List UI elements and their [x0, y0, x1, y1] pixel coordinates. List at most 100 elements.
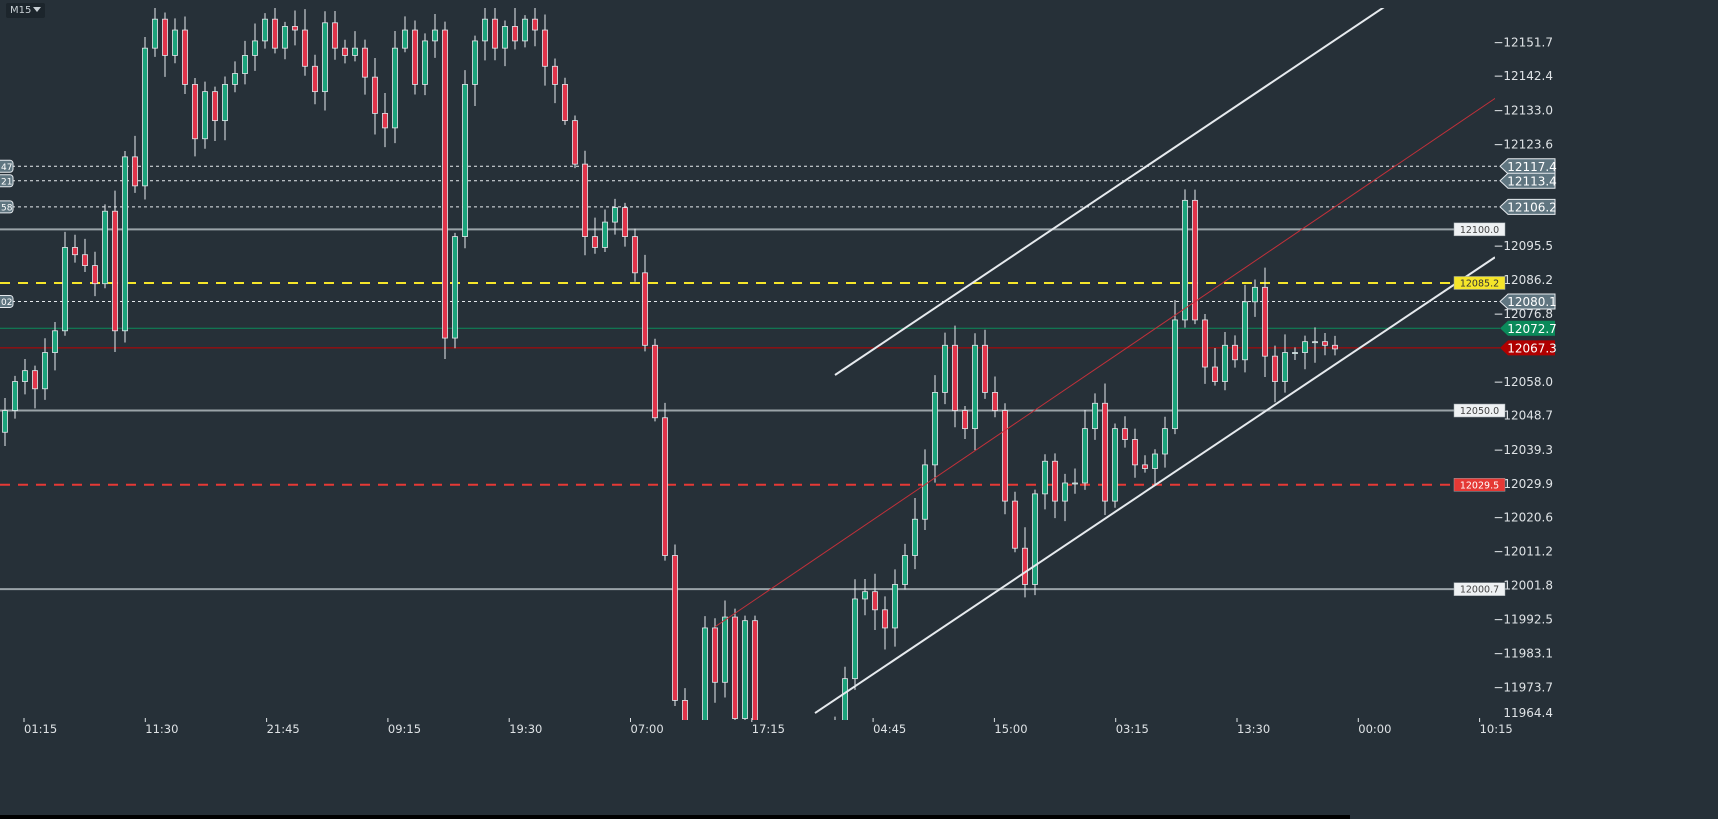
level-box-label: 12000.7 — [1460, 585, 1499, 596]
price-tick-label: −12142.4 — [1493, 69, 1553, 83]
candle-body — [842, 678, 848, 720]
candle-body — [852, 598, 858, 680]
candle-body — [432, 29, 438, 42]
level-box — [1453, 478, 1506, 492]
price-tick-label: −12001.8 — [1493, 579, 1553, 593]
candle-body — [282, 26, 288, 49]
candle-body — [52, 330, 58, 353]
candle-body — [602, 221, 608, 248]
time-tick-label: 04:45 — [873, 722, 906, 736]
candle-body — [592, 236, 598, 248]
candle-body — [1222, 344, 1228, 382]
candle-body — [232, 73, 238, 85]
candle-body — [322, 22, 328, 93]
candle-body — [1182, 199, 1188, 321]
candle-body — [502, 26, 508, 49]
candle-body — [1122, 428, 1128, 440]
price-tag-arrow — [1500, 320, 1555, 336]
price-tag-label: 12072.7 — [1507, 322, 1557, 336]
candles — [2, 8, 1338, 791]
candle-body — [1242, 301, 1248, 361]
candle-body — [632, 236, 638, 274]
time-tick-label: 21:45 — [267, 722, 300, 736]
candle-body — [392, 47, 398, 129]
candle-body — [582, 163, 588, 237]
candle-body — [742, 620, 748, 719]
time-tick-label: 15:00 — [994, 722, 1027, 736]
candle-body — [1102, 402, 1108, 502]
candle-body — [1262, 286, 1268, 357]
candle-body — [212, 91, 218, 122]
candle-body — [932, 392, 938, 466]
time-tick-label: 01:15 — [24, 722, 57, 736]
price-tag-arrow — [1499, 293, 1556, 310]
candle-body — [892, 584, 898, 629]
price-tag-label: 12080.1 — [1507, 295, 1557, 309]
candle-body — [1132, 439, 1138, 466]
time-axis[interactable]: 01:15 11:30 21:45 09:15 19:30 07:00 17:15 04:45… — [23, 718, 1513, 736]
price-tick-label: −12151.7 — [1493, 36, 1553, 50]
price-tag-label: 12067.3 — [1507, 341, 1557, 355]
price-tick-label: −12029.9 — [1493, 477, 1553, 491]
candle-body — [342, 47, 348, 56]
time-tick-label: 10:15 — [1480, 722, 1513, 736]
price-tick-label: −12058.0 — [1493, 375, 1553, 389]
price-tick-label: −11973.7 — [1493, 681, 1553, 695]
candle-body — [1152, 453, 1158, 469]
price-axis[interactable]: −12151.7 −12142.4 −12133.0 −12123.6 −12095.5… — [1493, 36, 1553, 721]
candle-body — [1052, 460, 1058, 502]
price-levels — [0, 165, 1500, 591]
price-tag-arrow — [1499, 158, 1556, 175]
candle-body — [722, 616, 728, 683]
candle-body — [833, 737, 838, 755]
candle-body — [962, 410, 968, 430]
candle-body — [922, 464, 928, 520]
candle-body — [1302, 341, 1308, 353]
time-tick-label: 19:30 — [509, 722, 542, 736]
level-box — [1453, 582, 1506, 596]
price-tick-label: −12095.5 — [1493, 239, 1553, 253]
candle-body — [773, 773, 778, 780]
candle-body — [352, 47, 358, 56]
candle-body — [522, 18, 528, 42]
candle-body — [1232, 344, 1238, 361]
candle-body — [182, 29, 188, 85]
candle-body — [693, 729, 698, 743]
channel-lower — [814, 256, 1495, 714]
candle-body — [482, 18, 488, 42]
candle-body — [1202, 319, 1208, 368]
candle-body — [972, 344, 978, 430]
candle-body — [102, 210, 108, 285]
candle-body — [42, 352, 48, 390]
time-tick-label: 11:30 — [145, 722, 178, 736]
time-tick-label: 00:00 — [1358, 722, 1391, 736]
candle-body — [942, 344, 948, 393]
price-tick-label: −11983.1 — [1493, 646, 1553, 660]
candle-body — [1062, 482, 1068, 502]
candle-body — [823, 755, 828, 791]
price-tick-label: 11964.4 — [1503, 706, 1553, 720]
candle-body — [252, 40, 258, 56]
candle-body — [612, 207, 618, 223]
candle-body — [222, 83, 228, 122]
candle-body — [512, 26, 518, 42]
time-tick-label: 17:15 — [752, 722, 785, 736]
candle-body — [372, 76, 378, 114]
candle-body — [62, 247, 68, 332]
candle-body — [1082, 428, 1088, 484]
timeframe-selector[interactable]: M15 — [6, 3, 46, 18]
candle-body — [902, 555, 908, 585]
candle-body — [1272, 355, 1278, 382]
candle-body — [552, 65, 558, 85]
left-price-tag-label: 02 — [1, 298, 12, 308]
price-tag-label: 12106.2 — [1507, 200, 1557, 214]
candle-body — [783, 766, 788, 780]
price-tick-label: −12011.2 — [1493, 545, 1553, 559]
candle-body — [572, 120, 578, 165]
timeframe-label: M15 — [10, 5, 32, 16]
candle-body — [492, 18, 498, 49]
candle-body — [862, 591, 868, 600]
price-tick-label: −12133.0 — [1493, 103, 1553, 117]
candle-body — [813, 773, 818, 791]
